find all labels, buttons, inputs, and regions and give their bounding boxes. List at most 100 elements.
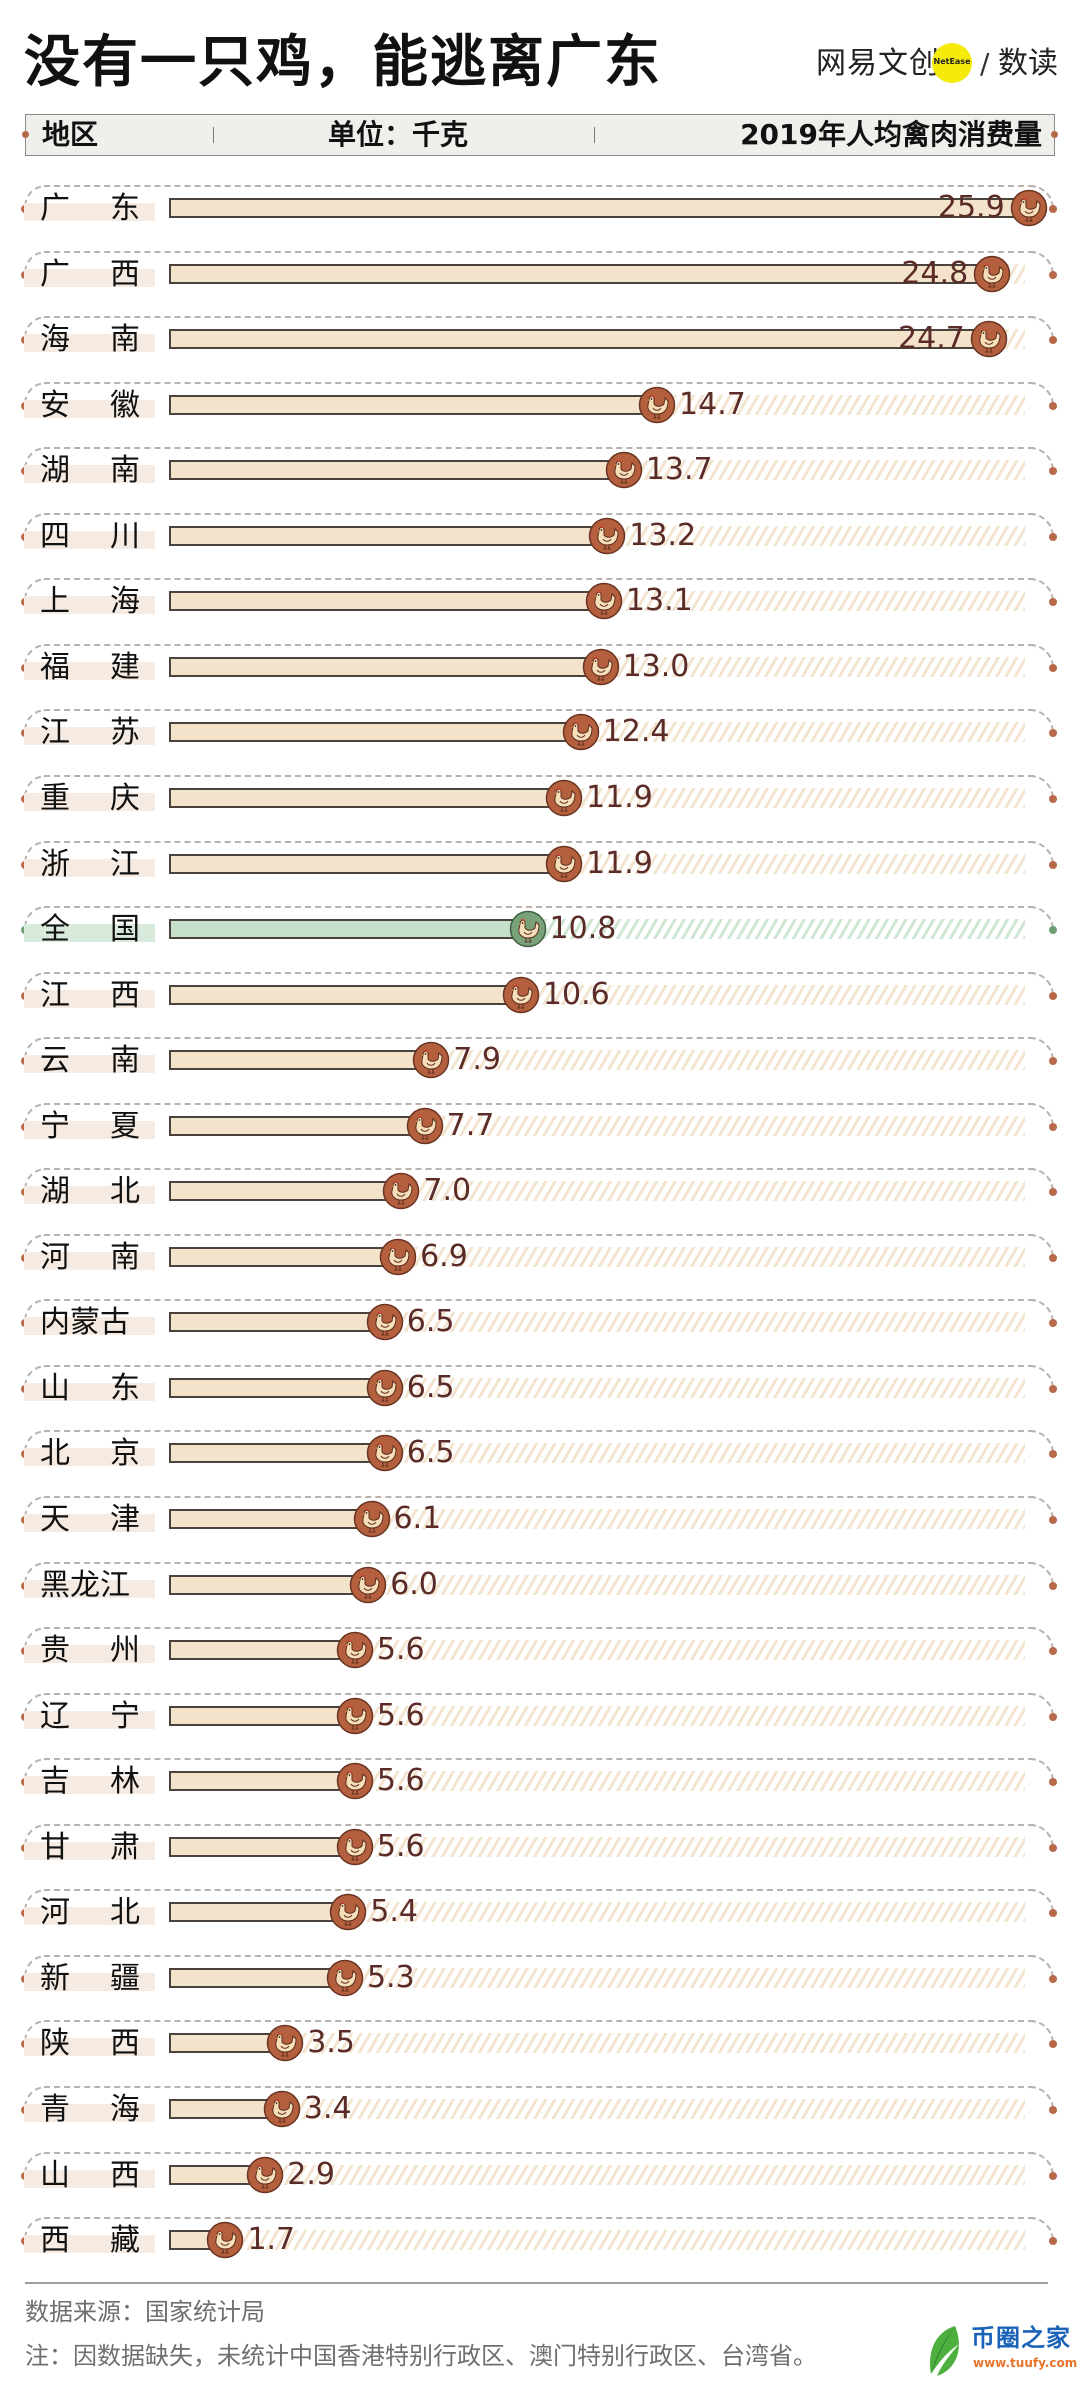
region-label-band xyxy=(24,1972,155,1991)
row-frame-dashed-line xyxy=(44,1430,1034,1433)
chart-row: 青海 3.4 xyxy=(0,2085,1080,2152)
value-label: 10.8 xyxy=(549,911,617,947)
row-frame-dashed-line xyxy=(44,512,1034,515)
row-frame-dashed-line xyxy=(44,1364,1034,1367)
region-label-char: 黑 xyxy=(40,1567,70,1603)
region-label-char: 江 xyxy=(40,977,70,1013)
row-frame-dashed-line xyxy=(44,1889,1034,1892)
region-label-char: 州 xyxy=(110,1633,140,1669)
netease-badge-circle-icon xyxy=(932,43,972,83)
region-label-char: 京 xyxy=(110,1436,140,1472)
region-label-char: 宁 xyxy=(110,1698,140,1734)
chart-row: 福建 13.0 xyxy=(0,643,1080,710)
region-label-band xyxy=(24,1382,155,1401)
value-label: 6.5 xyxy=(406,1304,455,1340)
row-dot-right-icon xyxy=(1049,1384,1057,1393)
region-label-band xyxy=(24,2038,155,2057)
chicken-icon xyxy=(970,320,1008,358)
chart-row: 全国 10.8 xyxy=(0,906,1080,972)
chicken-icon xyxy=(336,1631,374,1669)
region-label-band xyxy=(24,858,155,877)
region-label: 山东 xyxy=(40,1367,140,1411)
region-label: 甘肃 xyxy=(40,1826,140,1870)
region-label-band xyxy=(24,989,155,1008)
region-label: 宁夏 xyxy=(40,1105,140,1149)
value-bar xyxy=(169,787,565,808)
row-dot-right-icon xyxy=(1049,1516,1057,1524)
region-label: 江苏 xyxy=(40,711,140,755)
region-label-char: 浙 xyxy=(40,846,70,882)
region-label-char: 川 xyxy=(110,518,140,554)
header-divider xyxy=(213,127,214,143)
region-label-band xyxy=(24,1514,155,1532)
region-label: 广西 xyxy=(40,253,140,297)
region-label-char: 津 xyxy=(110,1502,140,1537)
region-label: 海南 xyxy=(40,318,140,362)
chart-row: 湖北 7.0 xyxy=(0,1168,1080,1234)
chart-row: 山西 2.9 xyxy=(0,2151,1080,2218)
value-label: 11.9 xyxy=(586,845,653,881)
chart-row: 海南 24.7 xyxy=(0,316,1080,382)
chicken-icon xyxy=(366,1304,404,1341)
chart-row: 湖南 13.7 xyxy=(0,447,1080,513)
value-bar xyxy=(169,1705,355,1726)
region-label-char: 东 xyxy=(110,191,140,226)
region-label-char: 辽 xyxy=(40,1698,70,1734)
region-label: 广东 xyxy=(40,187,140,231)
region-label-char: 海 xyxy=(40,322,70,358)
region-label: 内蒙古 xyxy=(40,1301,140,1345)
bar-track-hatch xyxy=(169,1902,1025,1923)
row-dot-right-icon xyxy=(1049,1188,1057,1197)
row-dot-right-icon xyxy=(1049,1778,1057,1787)
region-label-char: 贵 xyxy=(40,1633,70,1669)
row-frame-dashed-line xyxy=(44,1233,1034,1236)
row-frame-dashed-line xyxy=(44,1758,1034,1761)
row-dot-right-icon xyxy=(1049,598,1057,607)
region-label-char: 林 xyxy=(110,1764,140,1800)
value-bar xyxy=(169,1443,385,1464)
value-label: 14.7 xyxy=(679,386,746,422)
chart-row: 西藏 1.7 xyxy=(0,2217,1080,2283)
chicken-icon xyxy=(247,2156,284,2193)
region-label-char: 山 xyxy=(40,1370,70,1406)
chicken-icon xyxy=(974,255,1011,292)
region-label-band xyxy=(24,1645,155,1664)
bar-track-hatch xyxy=(169,1836,1025,1857)
region-label-band xyxy=(24,1710,155,1729)
value-bar xyxy=(169,460,624,481)
chicken-icon xyxy=(353,1500,390,1538)
value-label: 5.3 xyxy=(366,1959,415,1995)
region-label-char: 南 xyxy=(110,322,140,358)
value-label: 13.0 xyxy=(622,648,690,684)
region-label-band xyxy=(24,1186,155,1205)
header-dot-left-icon xyxy=(22,131,29,138)
row-frame-dashed-line xyxy=(44,447,1034,450)
row-dot-right-icon xyxy=(1049,1122,1057,1131)
value-bar xyxy=(169,1574,369,1595)
value-label: 6.1 xyxy=(393,1501,442,1536)
value-bar xyxy=(169,1246,399,1267)
row-frame-dashed-line xyxy=(44,1692,1034,1695)
value-bar xyxy=(169,1640,355,1661)
region-label-char: 湖 xyxy=(40,453,70,489)
region-label: 山西 xyxy=(40,2154,140,2198)
logo-brand-text: 网易文创 xyxy=(816,46,940,81)
chart-row: 贵州 5.6 xyxy=(0,1627,1080,1693)
chicken-icon xyxy=(349,1566,387,1603)
region-label-char: 北 xyxy=(110,1174,140,1210)
value-label: 7.9 xyxy=(453,1042,501,1078)
region-label-char: 四 xyxy=(40,518,70,554)
row-frame-dashed-line xyxy=(44,1496,1034,1498)
region-label: 福建 xyxy=(40,646,140,690)
region-label-char: 广 xyxy=(40,191,70,226)
value-bar xyxy=(169,919,528,940)
region-label-char: 重 xyxy=(40,780,70,816)
row-frame-dashed-line xyxy=(44,381,1034,384)
row-dot-right-icon xyxy=(1049,2040,1057,2049)
region-label-char: 西 xyxy=(110,2026,140,2062)
region-label-band xyxy=(24,1841,155,1860)
region-label: 陕西 xyxy=(40,2022,140,2066)
region-label-band xyxy=(24,1448,155,1467)
row-dot-right-icon xyxy=(1049,467,1057,476)
chicken-icon xyxy=(638,386,676,423)
